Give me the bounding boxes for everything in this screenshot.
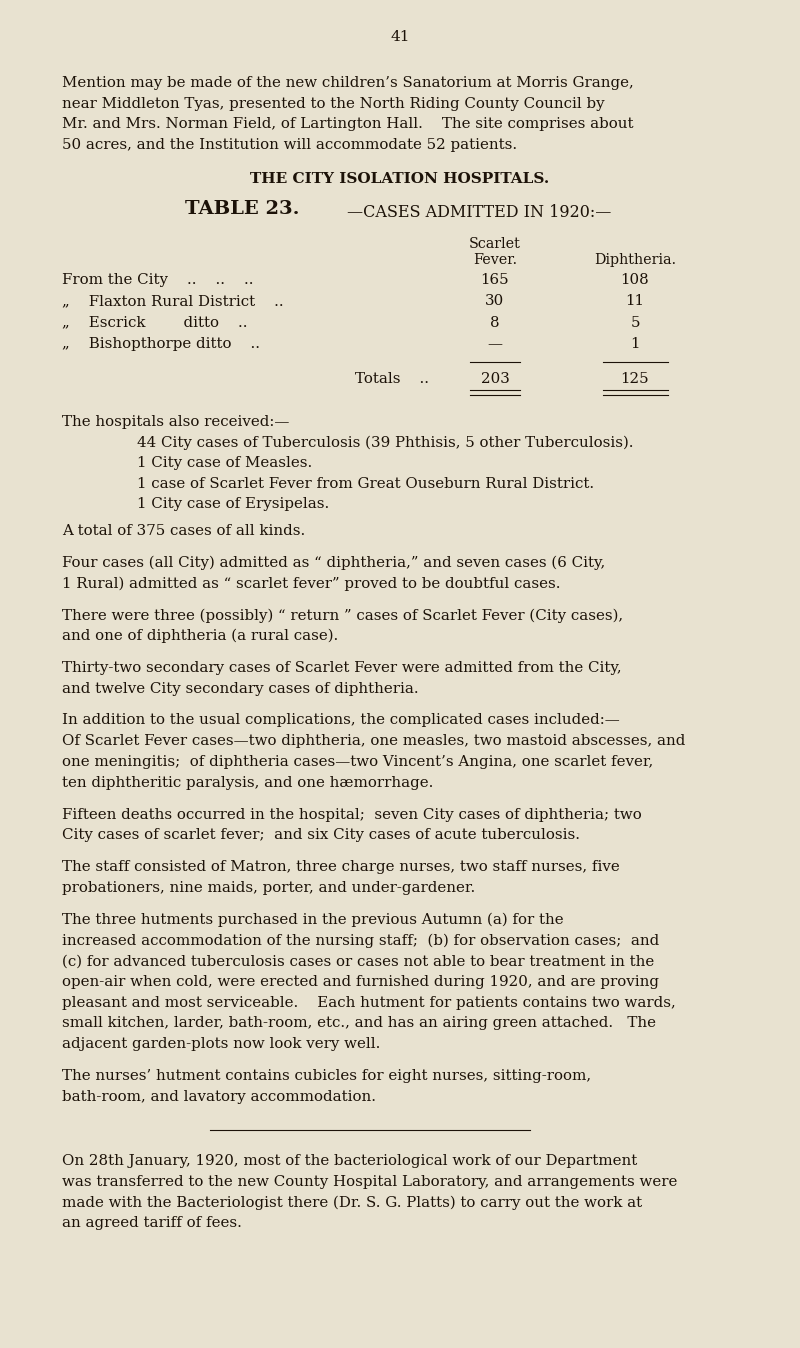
Text: open-air when cold, were erected and furnished during 1920, and are proving: open-air when cold, were erected and fur… [62,975,659,989]
Text: 5: 5 [630,315,640,330]
Text: 30: 30 [486,294,505,309]
Text: TABLE 23.: TABLE 23. [185,200,299,217]
Text: The three hutments purchased in the previous Autumn (a) for the: The three hutments purchased in the prev… [62,913,564,927]
Text: Mr. and Mrs. Norman Field, of Lartington Hall.    The site comprises about: Mr. and Mrs. Norman Field, of Lartington… [62,117,634,131]
Text: The nurses’ hutment contains cubicles for eight nurses, sitting-room,: The nurses’ hutment contains cubicles fo… [62,1069,591,1082]
Text: increased accommodation of the nursing staff;  (b) for observation cases;  and: increased accommodation of the nursing s… [62,934,659,948]
Text: Of Scarlet Fever cases—two diphtheria, one measles, two mastoid abscesses, and: Of Scarlet Fever cases—two diphtheria, o… [62,735,686,748]
Text: one meningitis;  of diphtheria cases—two Vincent’s Angina, one scarlet fever,: one meningitis; of diphtheria cases—two … [62,755,654,768]
Text: Fever.: Fever. [473,253,517,267]
Text: near Middleton Tyas, presented to the North Riding County Council by: near Middleton Tyas, presented to the No… [62,97,605,111]
Text: small kitchen, larder, bath-room, etc., and has an airing green attached.   The: small kitchen, larder, bath-room, etc., … [62,1016,656,1030]
Text: From the City    ..    ..    ..: From the City .. .. .. [62,274,254,287]
Text: was transferred to the new County Hospital Laboratory, and arrangements were: was transferred to the new County Hospit… [62,1174,678,1189]
Text: 50 acres, and the Institution will accommodate 52 patients.: 50 acres, and the Institution will accom… [62,137,517,152]
Text: Four cases (all City) admitted as “ diphtheria,” and seven cases (6 City,: Four cases (all City) admitted as “ diph… [62,555,606,570]
Text: 44 City cases of Tuberculosis (39 Phthisis, 5 other Tuberculosis).: 44 City cases of Tuberculosis (39 Phthis… [137,435,634,450]
Text: 11: 11 [626,294,645,309]
Text: 41: 41 [390,30,410,44]
Text: A total of 375 cases of all kinds.: A total of 375 cases of all kinds. [62,524,306,538]
Text: City cases of scarlet fever;  and six City cases of acute tuberculosis.: City cases of scarlet fever; and six Cit… [62,828,580,842]
Text: 125: 125 [621,372,650,387]
Text: 1 Rural) admitted as “ scarlet fever” proved to be doubtful cases.: 1 Rural) admitted as “ scarlet fever” pr… [62,576,561,590]
Text: „    Flaxton Rural District    ..: „ Flaxton Rural District .. [62,294,284,309]
Text: Thirty-two secondary cases of Scarlet Fever were admitted from the City,: Thirty-two secondary cases of Scarlet Fe… [62,661,622,675]
Text: 8: 8 [490,315,500,330]
Text: and one of diphtheria (a rural case).: and one of diphtheria (a rural case). [62,630,338,643]
Text: and twelve City secondary cases of diphtheria.: and twelve City secondary cases of dipht… [62,682,418,696]
Text: Fifteen deaths occurred in the hospital;  seven City cases of diphtheria; two: Fifteen deaths occurred in the hospital;… [62,807,642,821]
Text: 1 City case of Measles.: 1 City case of Measles. [137,456,312,470]
Text: „    Bishopthorpe ditto    ..: „ Bishopthorpe ditto .. [62,337,260,350]
Text: 203: 203 [481,372,510,387]
Text: (c) for advanced tuberculosis cases or cases not able to bear treatment in the: (c) for advanced tuberculosis cases or c… [62,954,654,968]
Text: 1 City case of Erysipelas.: 1 City case of Erysipelas. [137,497,330,511]
Text: —: — [487,337,502,350]
Text: an agreed tariff of fees.: an agreed tariff of fees. [62,1216,242,1229]
Text: pleasant and most serviceable.    Each hutment for patients contains two wards,: pleasant and most serviceable. Each hutm… [62,996,676,1010]
Text: „    Escrick        ditto    ..: „ Escrick ditto .. [62,315,247,330]
Text: Scarlet: Scarlet [469,237,521,251]
Text: made with the Bacteriologist there (Dr. S. G. Platts) to carry out the work at: made with the Bacteriologist there (Dr. … [62,1196,642,1209]
Text: The hospitals also received:—: The hospitals also received:— [62,414,290,429]
Text: Mention may be made of the new children’s Sanatorium at Morris Grange,: Mention may be made of the new children’… [62,75,634,90]
Text: Diphtheria.: Diphtheria. [594,253,676,267]
Text: ten diphtheritic paralysis, and one hæmorrhage.: ten diphtheritic paralysis, and one hæmo… [62,775,434,790]
Text: 165: 165 [481,274,510,287]
Text: THE CITY ISOLATION HOSPITALS.: THE CITY ISOLATION HOSPITALS. [250,173,550,186]
Text: adjacent garden-plots now look very well.: adjacent garden-plots now look very well… [62,1037,380,1051]
Text: probationers, nine maids, porter, and under-gardener.: probationers, nine maids, porter, and un… [62,880,475,895]
Text: The staff consisted of Matron, three charge nurses, two staff nurses, five: The staff consisted of Matron, three cha… [62,860,620,874]
Text: 1 case of Scarlet Fever from Great Ouseburn Rural District.: 1 case of Scarlet Fever from Great Ouseb… [137,477,594,491]
Text: —CASES ADMITTED IN 1920:—: —CASES ADMITTED IN 1920:— [347,204,611,221]
Text: bath-room, and lavatory accommodation.: bath-room, and lavatory accommodation. [62,1089,376,1104]
Text: On 28th January, 1920, most of the bacteriological work of our Department: On 28th January, 1920, most of the bacte… [62,1154,638,1167]
Text: There were three (possibly) “ return ” cases of Scarlet Fever (City cases),: There were three (possibly) “ return ” c… [62,608,623,623]
Text: 1: 1 [630,337,640,350]
Text: 108: 108 [621,274,650,287]
Text: Totals    ..: Totals .. [355,372,429,387]
Text: In addition to the usual complications, the complicated cases included:—: In addition to the usual complications, … [62,713,620,728]
